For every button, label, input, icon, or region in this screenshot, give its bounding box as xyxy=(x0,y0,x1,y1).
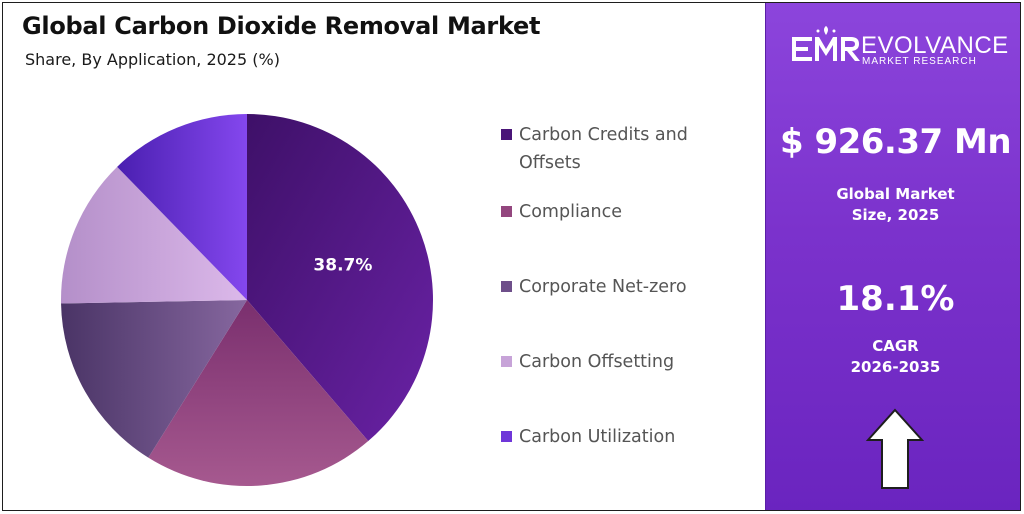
pie-slice-carbon-offsetting xyxy=(60,166,248,304)
legend-swatch xyxy=(501,431,512,442)
market-size-label-line1: Global Market xyxy=(836,185,955,203)
pie-slice-compliance xyxy=(148,300,369,487)
legend-item-compliance: Compliance xyxy=(501,198,739,226)
legend-label: Carbon Offsetting xyxy=(519,352,675,372)
pie-slice-carbon-utilization xyxy=(117,114,247,300)
pie-slice-carbon-credits xyxy=(247,114,434,442)
cagr-value: 18.1% xyxy=(836,279,955,319)
legend-item-carbon-credits: Carbon Credits and Offsets xyxy=(501,121,739,177)
cagr-label: CAGR 2026-2035 xyxy=(766,336,1020,378)
legend-item-carbon-offsetting: Carbon Offsetting xyxy=(501,348,739,376)
data-label-carbon-credits: 38.7% xyxy=(313,255,372,275)
legend-label: Compliance xyxy=(519,202,623,222)
legend-label: Carbon Credits and Offsets xyxy=(519,125,688,173)
growth-arrow-icon xyxy=(866,408,924,489)
market-size-label: Global Market Size, 2025 xyxy=(766,184,1020,226)
legend-swatch xyxy=(501,356,512,367)
pie-chart: 38.7% xyxy=(60,114,434,487)
legend-item-carbon-utilization: Carbon Utilization xyxy=(501,423,739,451)
brand-tagline: MARKET RESEARCH xyxy=(862,56,977,67)
legend-label: Corporate Net-zero xyxy=(519,277,687,297)
pie-slice-corporate-net-zero xyxy=(61,300,247,458)
legend-label: Carbon Utilization xyxy=(519,427,676,447)
legend-swatch xyxy=(501,129,512,140)
legend-item-corporate-net-zero: Corporate Net-zero xyxy=(501,273,739,301)
cagr-label-line2: 2026-2035 xyxy=(850,358,941,376)
chart-subtitle: Share, By Application, 2025 (%) xyxy=(25,50,280,69)
summary-panel: EVOLVANCE MARKET RESEARCH $ 926.37 Mn Gl… xyxy=(765,3,1020,510)
chart-title: Global Carbon Dioxide Removal Market xyxy=(22,12,541,40)
market-size-label-line2: Size, 2025 xyxy=(851,206,940,224)
emr-logo-icon xyxy=(792,26,860,61)
legend-swatch xyxy=(501,206,512,217)
legend-swatch xyxy=(501,281,512,292)
cagr-label-line1: CAGR xyxy=(872,337,919,355)
market-size-value: $ 926.37 Mn xyxy=(779,122,1012,162)
brand-name: EVOLVANCE xyxy=(861,32,1009,59)
